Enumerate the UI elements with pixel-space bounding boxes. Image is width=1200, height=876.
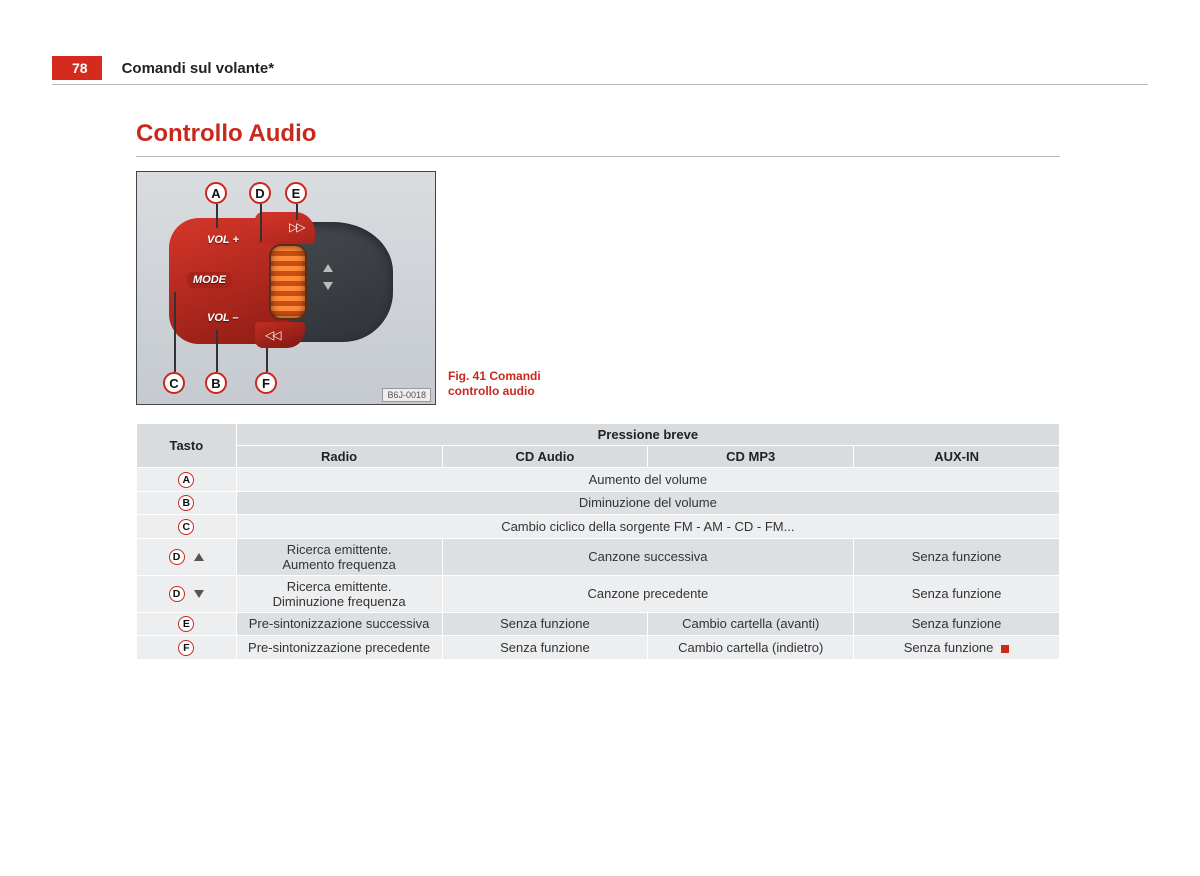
label-mode: MODE [187, 272, 232, 288]
arrow-down-icon [194, 590, 204, 598]
cell-text: Senza funzione [904, 640, 994, 655]
section-rule [136, 156, 1060, 157]
callout-line [216, 330, 218, 372]
scroll-wheel-shape [271, 246, 305, 318]
cell: Aumento del volume [236, 468, 1059, 492]
label-vol-minus: VOL – [207, 312, 239, 324]
label-vol-plus: VOL + [207, 234, 239, 246]
key-letter-icon: D [169, 586, 185, 602]
cell: Senza funzione [854, 575, 1060, 612]
figure-illustration: VOL + MODE VOL – ▷▷ ◁◁ A D E C B F B6J-0… [136, 171, 436, 405]
cell: Senza funzione [442, 612, 648, 636]
row-key-a: A [137, 468, 237, 492]
header-rule [52, 84, 1148, 85]
cell-line: Ricerca emittente. [287, 579, 392, 594]
cell-line: Diminuzione frequenza [273, 594, 406, 609]
row-key-f: F [137, 636, 237, 660]
row-key-e: E [137, 612, 237, 636]
row-key-c: C [137, 515, 237, 539]
row-key-d-down: D [137, 575, 237, 612]
cell: Canzone successiva [442, 538, 854, 575]
cell: Diminuzione del volume [236, 491, 1059, 515]
cell: Senza funzione [442, 636, 648, 660]
callout-line [296, 204, 298, 220]
table-row: D Ricerca emittente. Diminuzione frequen… [137, 575, 1060, 612]
figure-code: B6J-0018 [382, 388, 431, 402]
key-letter-icon: C [178, 519, 194, 535]
page-header: 78 Comandi sul volante* [52, 56, 1148, 80]
table-row: B Diminuzione del volume [137, 491, 1060, 515]
callout-e: E [285, 182, 307, 204]
fast-forward-icon: ▷▷ [289, 220, 303, 234]
page-header-title: Comandi sul volante* [122, 60, 275, 77]
callout-c: C [163, 372, 185, 394]
key-letter-icon: E [178, 616, 194, 632]
th-cd-audio: CD Audio [442, 446, 648, 468]
table-row: D Ricerca emittente. Aumento frequenza C… [137, 538, 1060, 575]
figure-row: VOL + MODE VOL – ▷▷ ◁◁ A D E C B F B6J-0… [136, 171, 1060, 405]
up-down-icons [323, 264, 333, 290]
callout-b: B [205, 372, 227, 394]
table-body: A Aumento del volume B Diminuzione del v… [137, 468, 1060, 660]
callout-line [266, 348, 268, 372]
table-row: E Pre-sintonizzazione successiva Senza f… [137, 612, 1060, 636]
callout-d: D [249, 182, 271, 204]
arrow-up-icon [194, 553, 204, 561]
callout-line [174, 292, 176, 372]
triangle-up-icon [323, 264, 333, 272]
th-tasto: Tasto [137, 424, 237, 468]
page-number-badge: 78 [52, 56, 102, 80]
cell: Senza funzione [854, 538, 1060, 575]
table-row: C Cambio ciclico della sorgente FM - AM … [137, 515, 1060, 539]
red-overhang-shape [255, 212, 315, 244]
callout-line [260, 204, 262, 242]
end-square-icon [1001, 645, 1009, 653]
table-row: F Pre-sintonizzazione precedente Senza f… [137, 636, 1060, 660]
callout-a: A [205, 182, 227, 204]
callout-f: F [255, 372, 277, 394]
cell: Ricerca emittente. Aumento frequenza [236, 538, 442, 575]
cell: Cambio cartella (indietro) [648, 636, 854, 660]
cell: Ricerca emittente. Diminuzione frequenza [236, 575, 442, 612]
th-cd-mp3: CD MP3 [648, 446, 854, 468]
table-head: Tasto Pressione breve Radio CD Audio CD … [137, 424, 1060, 468]
key-letter-icon: B [178, 495, 194, 511]
callout-line [216, 204, 218, 228]
figure-caption-prefix: Fig. 41 [448, 369, 486, 383]
section-title: Controllo Audio [136, 120, 1060, 148]
cell: Senza funzione [854, 612, 1060, 636]
functions-table: Tasto Pressione breve Radio CD Audio CD … [136, 423, 1060, 660]
cell-line: Ricerca emittente. [287, 542, 392, 557]
triangle-down-icon [323, 282, 333, 290]
key-letter-icon: A [178, 472, 194, 488]
cell: Cambio cartella (avanti) [648, 612, 854, 636]
table-row: A Aumento del volume [137, 468, 1060, 492]
row-key-d-up: D [137, 538, 237, 575]
cell-line: Aumento frequenza [282, 557, 395, 572]
cell: Senza funzione [854, 636, 1060, 660]
content-area: Controllo Audio VOL + MODE VOL – ▷▷ ◁◁ A… [136, 120, 1060, 660]
row-key-b: B [137, 491, 237, 515]
th-radio: Radio [236, 446, 442, 468]
cell: Pre-sintonizzazione successiva [236, 612, 442, 636]
red-underhang-shape [255, 322, 305, 348]
cell: Canzone precedente [442, 575, 854, 612]
key-letter-icon: D [169, 549, 185, 565]
cell: Pre-sintonizzazione precedente [236, 636, 442, 660]
cell: Cambio ciclico della sorgente FM - AM - … [236, 515, 1059, 539]
figure-caption: Fig. 41 Comandi controllo audio [448, 369, 578, 405]
rewind-icon: ◁◁ [265, 328, 279, 342]
key-letter-icon: F [178, 640, 194, 656]
th-aux: AUX-IN [854, 446, 1060, 468]
th-group: Pressione breve [236, 424, 1059, 446]
